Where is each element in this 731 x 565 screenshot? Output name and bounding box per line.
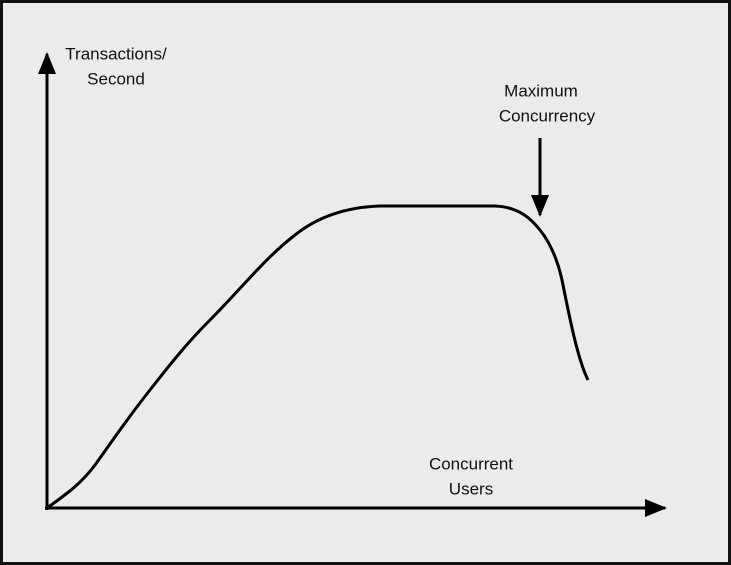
y-axis-label: Second bbox=[87, 69, 145, 88]
annotation-label: Maximum bbox=[504, 81, 578, 100]
throughput-curve bbox=[46, 204, 590, 510]
x-axis-label: Concurrent bbox=[429, 454, 513, 473]
y-axis-label: Transactions/ bbox=[65, 44, 167, 63]
x-axis-label: Users bbox=[449, 479, 493, 498]
annotation-label: Concurrency bbox=[499, 106, 596, 125]
